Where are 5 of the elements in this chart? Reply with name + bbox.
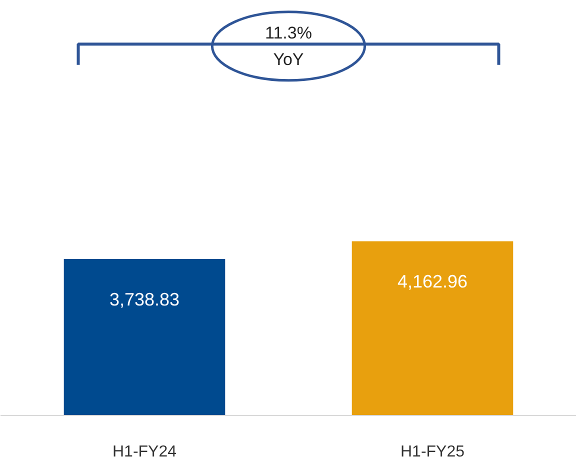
text: 11.3% YoY <box>265 23 312 69</box>
data-label: 4,162.96 <box>397 272 468 292</box>
x-tick-label: H1-FY25 <box>400 444 465 460</box>
x-tick-label: H1-FY24 <box>112 444 177 460</box>
data-label: 3,738.83 <box>109 289 180 310</box>
